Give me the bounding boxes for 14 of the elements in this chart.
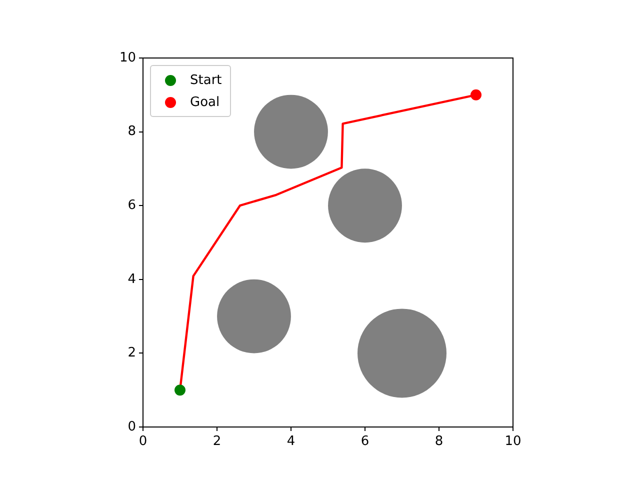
x-tick-label: 0 [138,434,148,450]
y-tick-label: 4 [128,272,136,287]
x-tick-label: 8 [434,434,444,450]
legend-label: Goal [190,94,220,110]
x-tick-label: 2 [212,434,222,450]
y-tick-label: 2 [128,346,136,361]
y-tick-label: 0 [128,419,136,434]
legend-label: Start [190,72,222,88]
y-tick-label: 8 [128,124,136,140]
x-tick-label: 10 [504,434,522,450]
x-tick-label: 4 [286,434,296,450]
y-tick-label: 6 [128,198,136,213]
y-tick-label: 10 [119,50,136,66]
x-tick-label: 6 [360,434,370,450]
